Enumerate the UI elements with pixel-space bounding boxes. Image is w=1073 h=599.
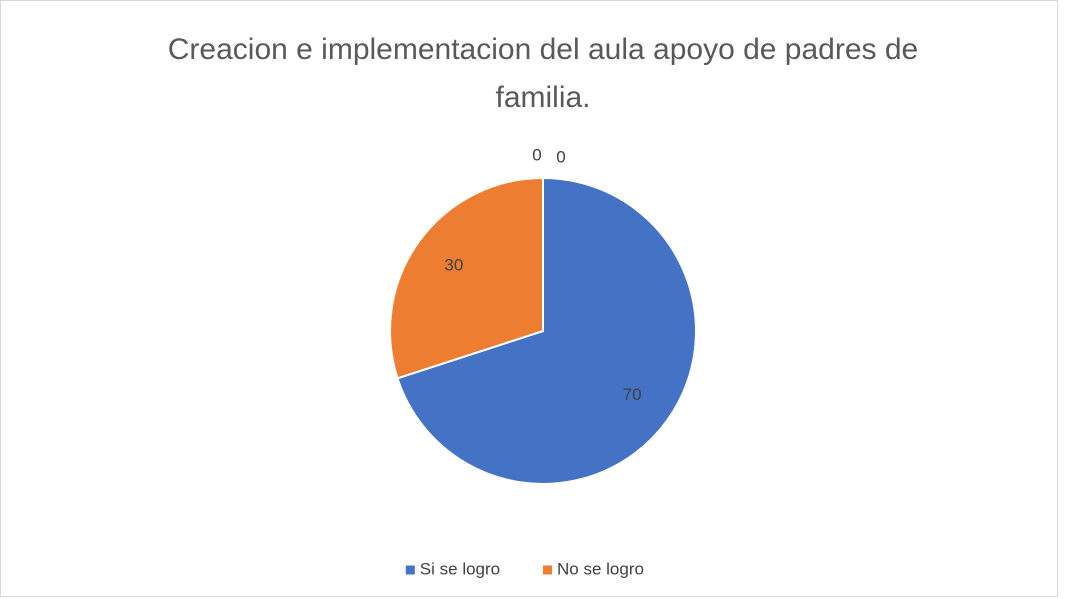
legend-swatch bbox=[405, 565, 415, 575]
data-label: 70 bbox=[623, 385, 642, 404]
legend-label: No se logro bbox=[557, 559, 644, 578]
chart-title: Creacion e implementacion del aula apoyo… bbox=[167, 33, 919, 114]
pie-slice bbox=[389, 176, 544, 380]
data-label: 0 bbox=[532, 145, 541, 164]
data-label: 0 bbox=[556, 147, 565, 166]
legend-label: Si se logro bbox=[420, 559, 500, 578]
pie-slice bbox=[396, 176, 697, 485]
legend-swatch bbox=[543, 565, 552, 575]
data-label: 30 bbox=[444, 256, 463, 275]
